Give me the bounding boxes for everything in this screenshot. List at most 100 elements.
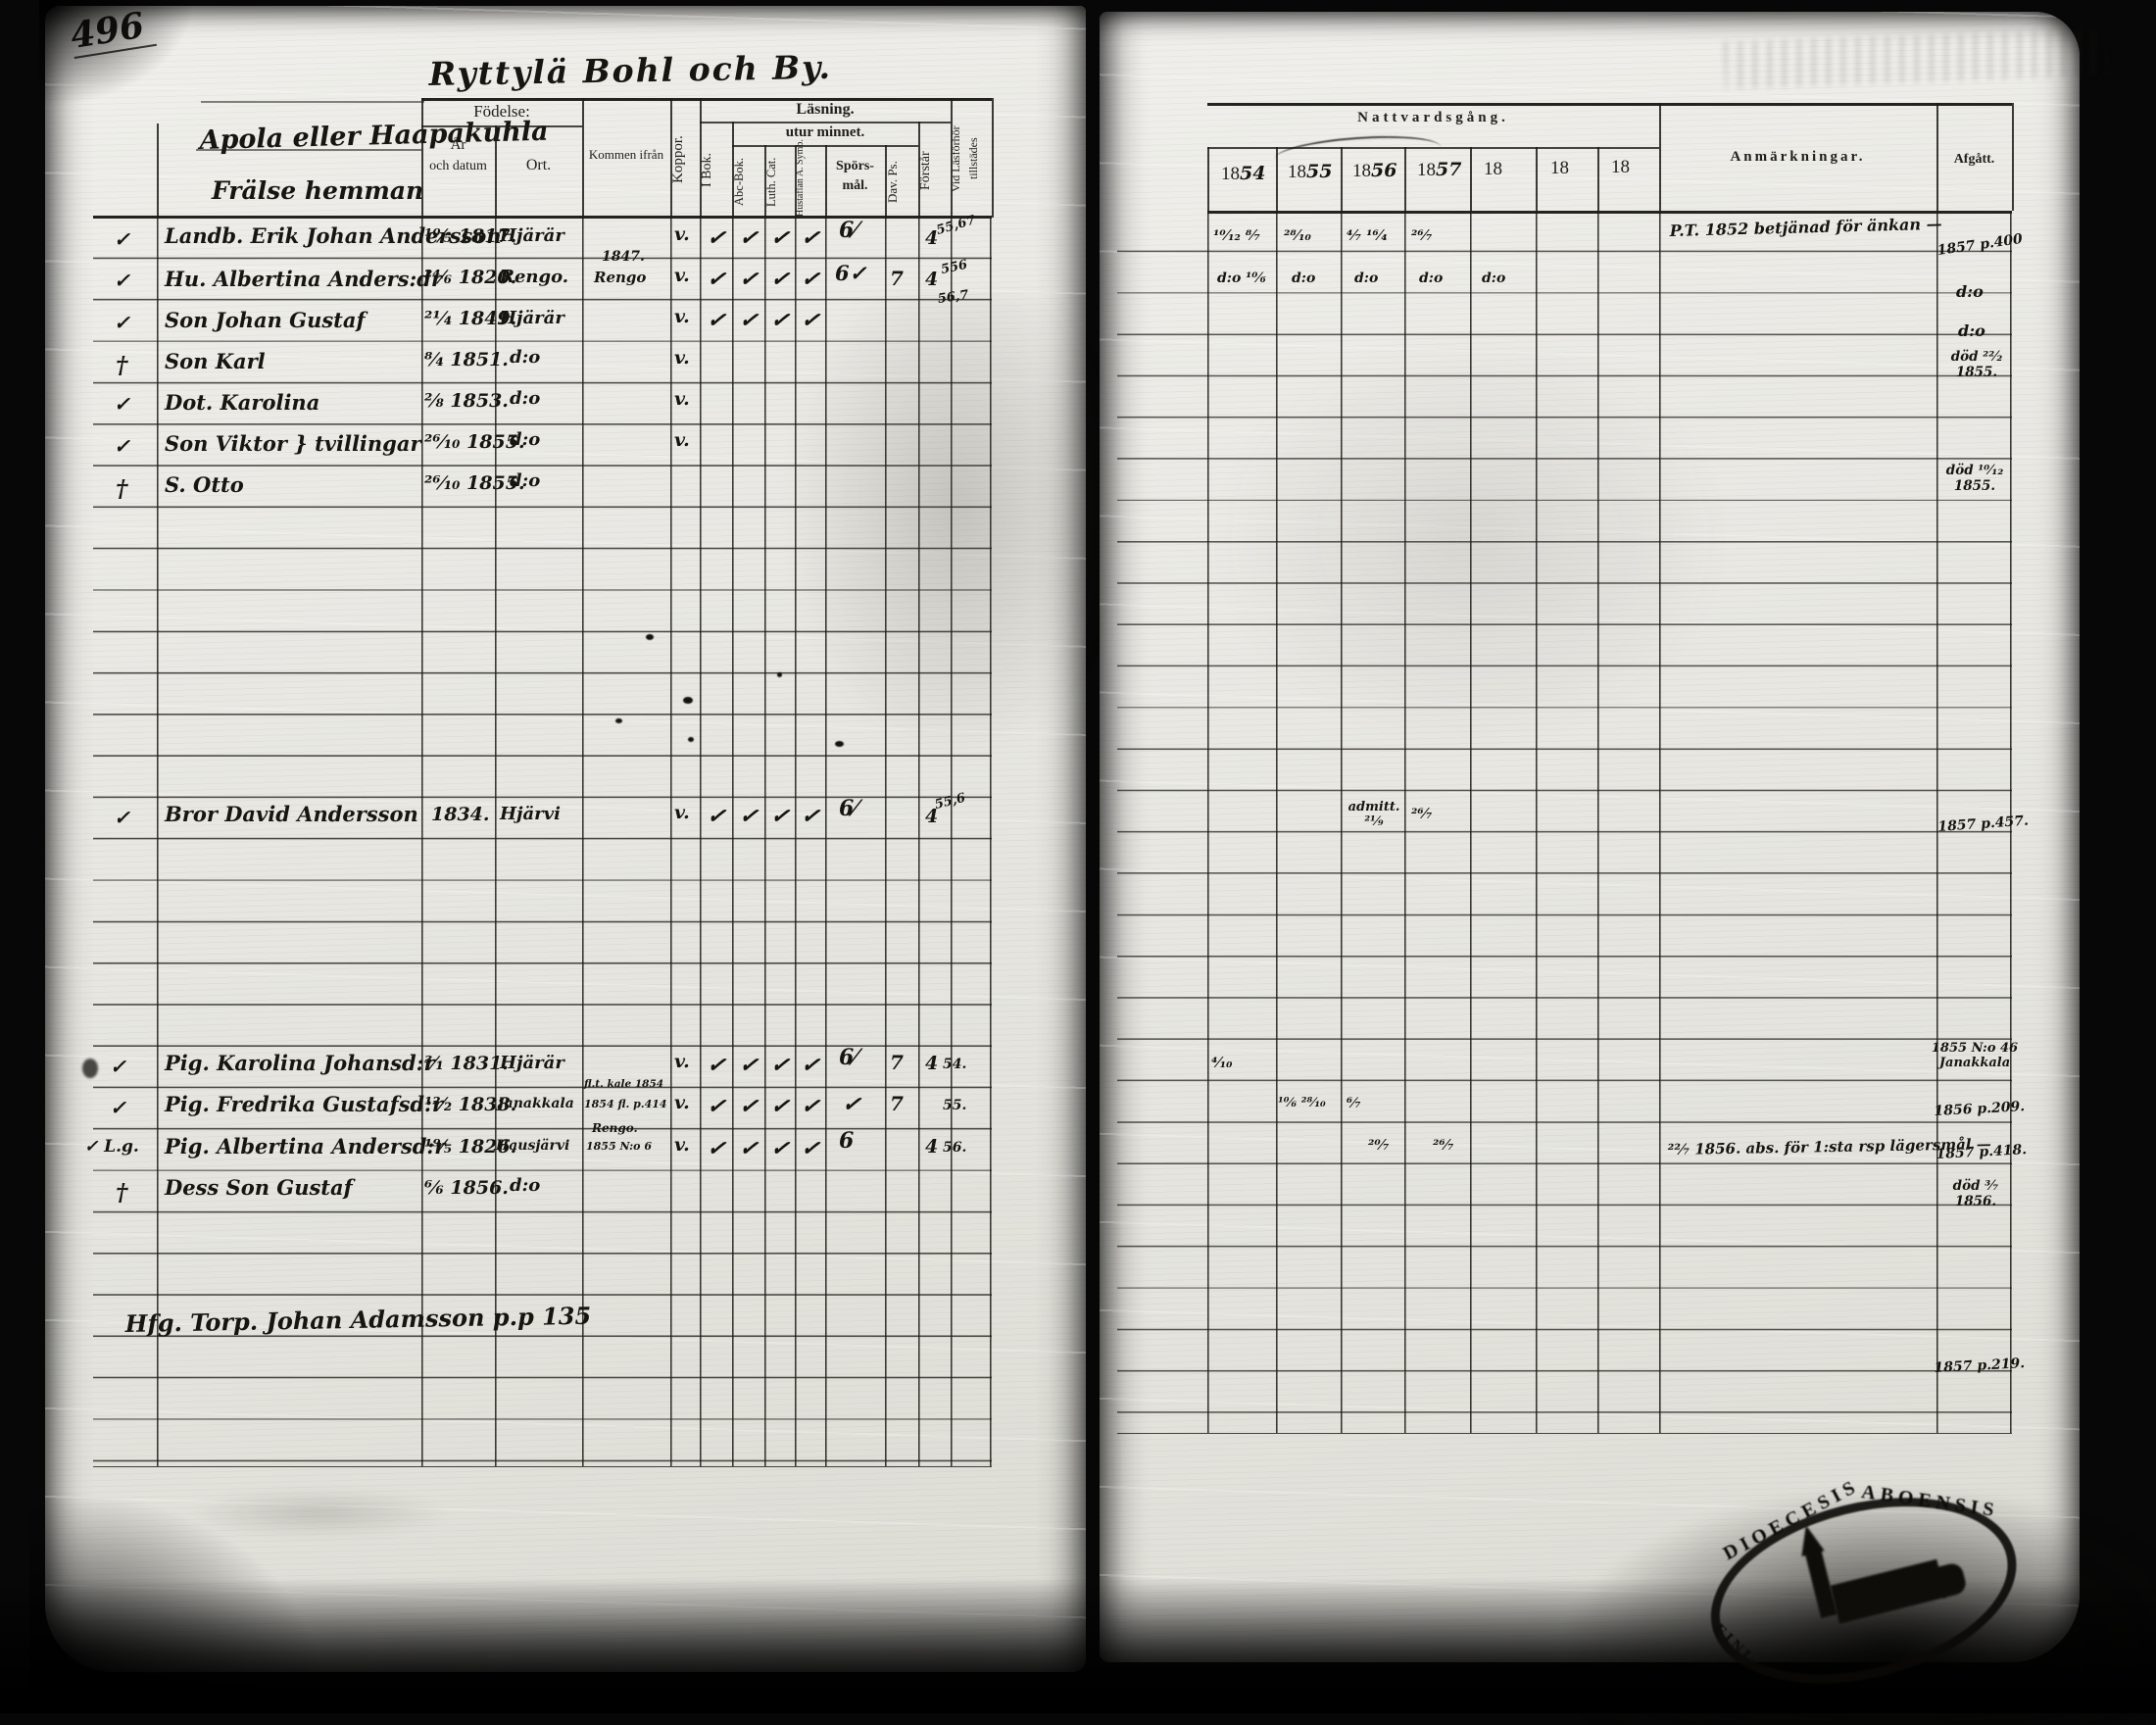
- header-vid-lasforhor: Vid Läsförhör tillstädes: [949, 125, 980, 192]
- reading-mark: 7: [890, 1051, 904, 1074]
- vaccination-mark: v.: [674, 802, 690, 823]
- communion-entry: ²⁰⁄₇: [1368, 1137, 1390, 1154]
- reading-mark: ✓: [769, 306, 791, 335]
- margin-mark: ✓: [114, 392, 130, 416]
- reading-mark: 6✓: [835, 261, 867, 285]
- vaccination-mark: v.: [674, 1092, 690, 1113]
- communion-entry: ¹⁰⁄₆ ²⁸⁄₁₀: [1278, 1096, 1326, 1110]
- column-divider: [795, 145, 797, 218]
- reading-mark: 4: [925, 806, 939, 827]
- birth-date: ³⁄₁ 1831.: [424, 1053, 509, 1074]
- birth-place: d:o: [510, 347, 541, 368]
- header-i-bok: I Bok.: [700, 153, 714, 188]
- column-divider: [2012, 103, 2014, 211]
- examination-note: 54.: [943, 1057, 967, 1072]
- communion-entry: ⁶⁄₇: [1347, 1096, 1361, 1111]
- title-rule: [201, 101, 424, 103]
- margin-mark: ✓: [110, 1055, 126, 1078]
- person-name: Pig. Albertina Andersd:r: [165, 1134, 446, 1158]
- reading-mark: 6⁄: [839, 218, 858, 243]
- margin-mark: ✓: [110, 1096, 126, 1119]
- column-divider: [1207, 147, 1209, 211]
- person-name: Son Karl: [165, 349, 266, 373]
- birth-place: Hausjärvi: [496, 1138, 570, 1154]
- reading-mark: ✓: [706, 802, 727, 831]
- reading-mark: 6⁄: [839, 796, 858, 821]
- reading-mark: 6⁄: [839, 1045, 858, 1070]
- birth-place: Hjärär: [500, 1053, 564, 1073]
- reading-mark: ✓: [769, 1134, 791, 1163]
- communion-entry: ⁴⁄₇ ¹⁶⁄₄: [1347, 227, 1388, 244]
- year-printed: 18: [1352, 161, 1371, 181]
- birth-place: Janakkala: [498, 1096, 574, 1111]
- birth-date: ⁶⁄₆ 1856.: [424, 1177, 509, 1199]
- reading-mark: 4: [925, 1136, 939, 1158]
- communion-entry: ¹⁰⁄₁₂ ⁸⁄₇: [1213, 227, 1260, 244]
- reading-mark: ✓: [800, 265, 821, 294]
- vaccination-mark: v.: [674, 388, 690, 410]
- reading-mark: 7: [890, 267, 904, 290]
- year-handwritten: 55: [1306, 161, 1333, 182]
- arrived-from: 1854 fl. p.414: [584, 1098, 667, 1110]
- margin-mark: ✓ L.g.: [84, 1137, 139, 1157]
- column-divider: [495, 125, 497, 218]
- reading-mark: 4: [925, 269, 939, 290]
- person-name: Dot. Karolina: [165, 390, 320, 415]
- communion-entry: d:o: [1419, 271, 1444, 286]
- column-divider: [1936, 103, 1938, 211]
- reading-mark: ✓: [738, 1051, 760, 1080]
- communion-entry: d:o ¹⁰⁄₆: [1217, 271, 1266, 286]
- reading-mark: ✓: [800, 1051, 821, 1080]
- column-divider: [1470, 147, 1472, 211]
- reading-mark: ✓: [800, 802, 821, 831]
- column-divider: [1659, 103, 1661, 211]
- header-ar-datum: och datum: [429, 159, 487, 173]
- reading-mark: ✓: [769, 265, 791, 294]
- birth-place: Hjärär: [500, 225, 564, 246]
- year-printed: 18: [1611, 157, 1630, 177]
- header-afgatt: Afgått.: [1953, 152, 1995, 167]
- reading-mark: ✓: [738, 265, 760, 294]
- vaccination-mark: v.: [674, 223, 690, 245]
- header-sporsmal-2: mål.: [842, 178, 868, 193]
- birth-place: Hjärär: [500, 308, 564, 328]
- birth-date: ²⁶⁄₁₀ 1855.: [424, 472, 525, 494]
- column-divider: [421, 98, 423, 218]
- wax-blot: [82, 1059, 98, 1078]
- birth-date: ¹⁹⁄₅ 1826.: [424, 1136, 517, 1158]
- birth-place: Rengo.: [500, 267, 569, 287]
- communion-entry: ²⁶⁄₇: [1433, 1137, 1454, 1154]
- column-divider: [885, 145, 887, 218]
- arrived-from: Rengo: [594, 269, 647, 286]
- header-anmarkningar: Anmärkningar.: [1730, 149, 1866, 165]
- fodelse-underline: [421, 125, 582, 127]
- header-abc-bok: Abc-Bok.: [732, 158, 746, 207]
- lasning-underline: [700, 122, 951, 123]
- departure-note: död ²²⁄₂ 1855.: [1950, 349, 2003, 380]
- birth-place: d:o: [510, 1175, 541, 1196]
- margin-mark: ✓: [114, 227, 130, 251]
- reading-mark: ✓: [800, 223, 821, 253]
- arrived-from: fl.t. kale 1854: [584, 1078, 664, 1090]
- column-divider: [992, 98, 994, 218]
- header-fodelse: Födelse:: [473, 102, 530, 121]
- ink-speck: [683, 697, 693, 704]
- header-utur-minnet: utur minnet.: [785, 124, 865, 140]
- birth-date: ²⁶⁄₁₀ 1855.: [424, 431, 525, 453]
- margin-mark: ✓: [114, 806, 130, 829]
- reading-mark: ✓: [800, 306, 821, 335]
- column-divider: [1536, 147, 1538, 211]
- header-bottom-rule-left: [93, 216, 992, 219]
- person-name: Son Viktor } tvillingar: [165, 431, 421, 456]
- year-printed: 18: [1221, 164, 1240, 184]
- farmname-rule: [196, 149, 421, 151]
- left-table-grid: [93, 218, 992, 1467]
- reading-mark: 6: [839, 1128, 855, 1154]
- vaccination-mark: v.: [674, 265, 690, 286]
- header-ort: Ort.: [525, 157, 552, 173]
- birth-place: d:o: [510, 388, 541, 409]
- column-divider: [157, 123, 159, 218]
- birth-date: ¹²⁄₂ 1838.: [424, 1094, 517, 1115]
- column-divider: [951, 98, 953, 218]
